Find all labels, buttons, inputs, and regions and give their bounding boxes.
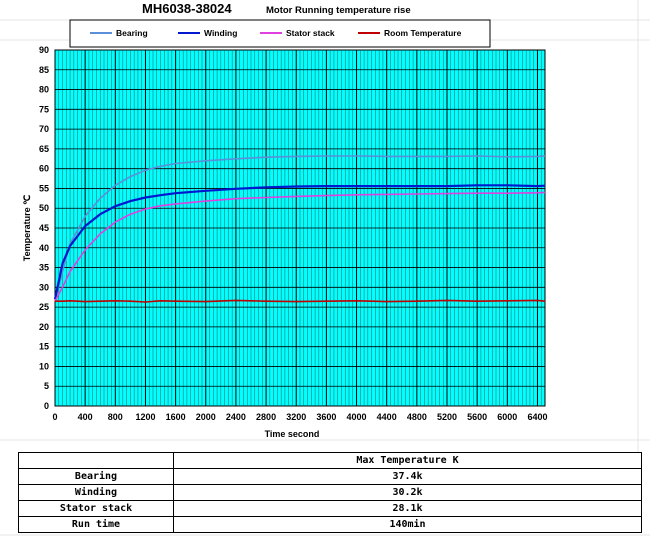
x-tick-label: 4800 xyxy=(407,412,427,422)
y-tick-label: 55 xyxy=(39,183,49,193)
x-tick-label: 0 xyxy=(52,412,57,422)
y-tick-label: 85 xyxy=(39,65,49,75)
series-line-winding xyxy=(53,184,546,300)
y-tick-labels: 0 5 10 15 20 25 30 35 40 45 50 55 60 65 70 75 80 85 90 xyxy=(39,45,49,411)
y-axis-label: Temperature ℃ xyxy=(22,195,32,261)
y-tick-label: 35 xyxy=(39,263,49,273)
y-tick-label: 15 xyxy=(39,342,49,352)
y-tick-label: 5 xyxy=(44,381,49,391)
x-tick-labels: 0 400 800 1200 1600 2000 2400 2800 3200 3600 4000 4… xyxy=(52,412,547,422)
x-tick-label: 2400 xyxy=(226,412,246,422)
x-tick-label: 5200 xyxy=(437,412,457,422)
y-tick-label: 75 xyxy=(39,104,49,114)
x-tick-label: 400 xyxy=(78,412,93,422)
legend-label-bearing: Bearing xyxy=(116,28,148,38)
row-value: 28.1k xyxy=(173,500,642,517)
x-tick-label: 2800 xyxy=(256,412,276,422)
y-tick-label: 45 xyxy=(39,223,49,233)
y-tick-label: 65 xyxy=(39,144,49,154)
table-row: Bearing 37.4k xyxy=(18,468,642,485)
y-tick-label: 60 xyxy=(39,164,49,174)
x-axis-label: Time second xyxy=(265,429,320,439)
legend-label-winding: Winding xyxy=(204,28,237,38)
legend-label-stator-stack: Stator stack xyxy=(286,28,335,38)
y-tick-label: 25 xyxy=(39,302,49,312)
table-header-title: Max Temperature K xyxy=(173,452,642,469)
y-tick-label: 50 xyxy=(39,203,49,213)
y-tick-label: 10 xyxy=(39,361,49,371)
max-temperature-table: Max Temperature K Bearing 37.4k Winding … xyxy=(18,452,642,533)
temperature-chart: MH6038-38024 Motor Running temperature r… xyxy=(22,1,547,439)
table-row: Run time 140min xyxy=(18,516,642,533)
x-tick-label: 6400 xyxy=(527,412,547,422)
table-header-row: Max Temperature K xyxy=(18,452,642,469)
row-value: 140min xyxy=(173,516,642,533)
x-tick-label: 4000 xyxy=(347,412,367,422)
x-tick-label: 1200 xyxy=(135,412,155,422)
chart-subtitle: Motor Running temperature rise xyxy=(266,5,411,16)
y-tick-label: 70 xyxy=(39,124,49,134)
y-tick-label: 90 xyxy=(39,45,49,55)
y-tick-label: 40 xyxy=(39,243,49,253)
series-line-room-temperature xyxy=(55,299,546,303)
table-row: Stator stack 28.1k xyxy=(18,500,642,517)
x-tick-label: 1600 xyxy=(166,412,186,422)
row-label: Bearing xyxy=(18,468,174,485)
x-tick-label: 6000 xyxy=(497,412,517,422)
x-tick-label: 3600 xyxy=(316,412,336,422)
legend-label-room-temperature: Room Temperature xyxy=(384,28,462,38)
series-line-bearing xyxy=(54,155,546,302)
row-value: 30.2k xyxy=(173,484,642,501)
row-label: Winding xyxy=(18,484,174,501)
series-lines xyxy=(53,155,546,303)
x-tick-label: 3200 xyxy=(286,412,306,422)
y-tick-label: 80 xyxy=(39,85,49,95)
plot-grid xyxy=(55,50,545,406)
row-label: Stator stack xyxy=(18,500,174,517)
chart-legend: Bearing Winding Stator stack Room Temperatu… xyxy=(69,19,491,48)
x-tick-label: 800 xyxy=(108,412,123,422)
table-row: Winding 30.2k xyxy=(18,484,642,501)
table-header-empty xyxy=(18,452,174,469)
x-tick-label: 4400 xyxy=(377,412,397,422)
row-label: Run time xyxy=(18,516,174,533)
chart-title: MH6038-38024 xyxy=(142,1,232,16)
y-tick-label: 30 xyxy=(39,282,49,292)
series-line-stator-stack xyxy=(54,191,546,302)
y-tick-label: 0 xyxy=(44,401,49,411)
y-tick-label: 20 xyxy=(39,322,49,332)
x-tick-label: 2000 xyxy=(196,412,216,422)
x-tick-label: 5600 xyxy=(467,412,487,422)
row-value: 37.4k xyxy=(173,468,642,485)
